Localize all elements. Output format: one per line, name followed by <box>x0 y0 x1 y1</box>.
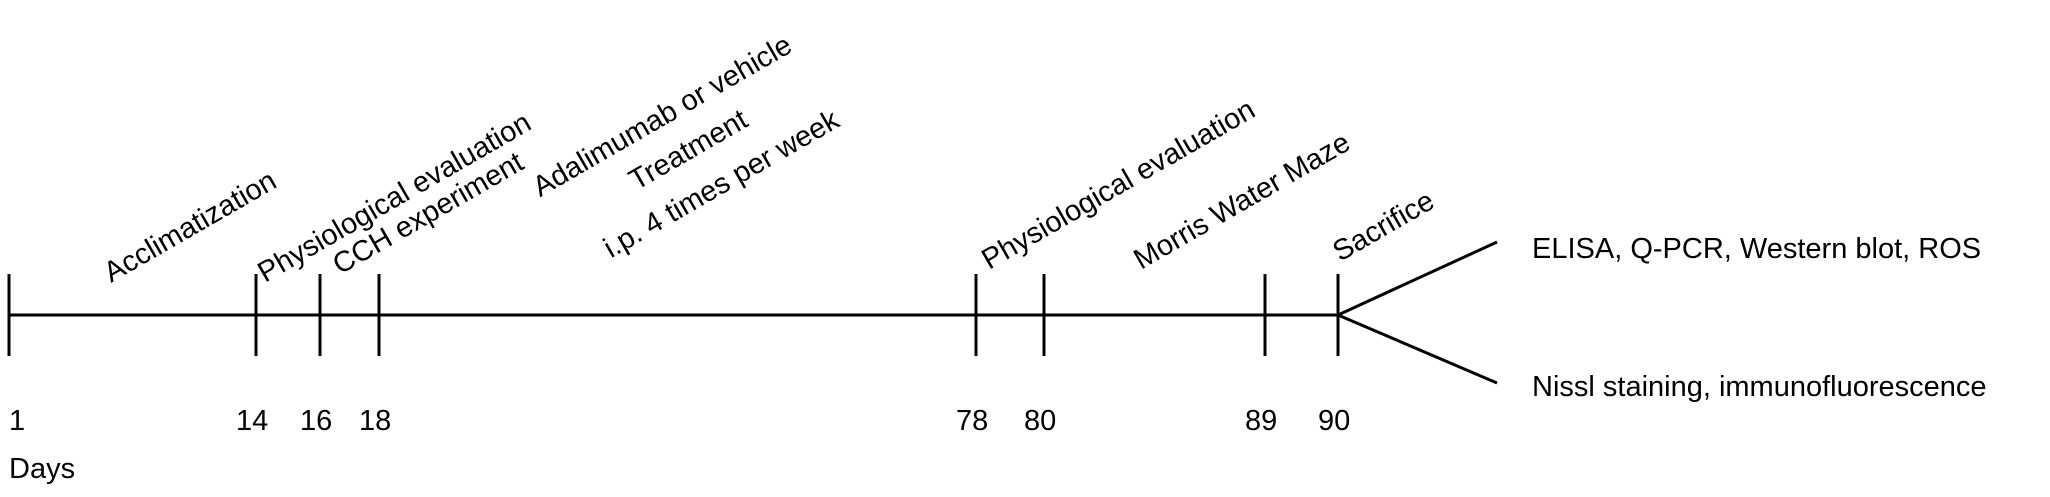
outcome-label: Nissl staining, immunofluorescence <box>1532 371 1987 403</box>
day-label: 14 <box>236 405 268 437</box>
outcome-label: ELISA, Q-PCR, Western blot, ROS <box>1532 233 1981 265</box>
branch-line <box>1337 313 1498 385</box>
day-label: 80 <box>1024 405 1056 437</box>
event-label: Physiological evaluation <box>977 94 1261 276</box>
branch-line <box>1337 240 1498 317</box>
day-label: 90 <box>1318 405 1350 437</box>
day-label: 18 <box>359 405 391 437</box>
day-label: 89 <box>1245 405 1277 437</box>
event-label: Physiological evaluation <box>253 107 537 289</box>
day-label: 78 <box>956 405 988 437</box>
axis-label: Days <box>9 453 75 485</box>
day-label: 1 <box>9 405 25 437</box>
event-label: Sacrifice <box>1328 185 1440 268</box>
day-label: 16 <box>300 405 332 437</box>
event-label: Acclimatization <box>99 165 282 289</box>
